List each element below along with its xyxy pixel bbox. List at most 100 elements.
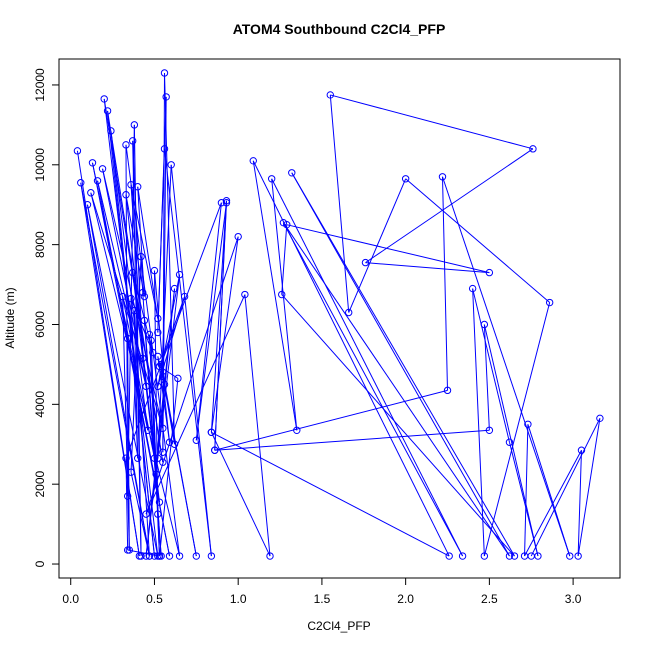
series-points	[73, 69, 604, 560]
data-point	[524, 420, 532, 428]
series-line-segment	[483, 324, 539, 557]
data-point	[443, 386, 452, 395]
data-point	[480, 552, 489, 560]
data-point	[574, 552, 582, 560]
y-tick-label: 0	[33, 560, 47, 567]
series-line-segment	[150, 340, 159, 515]
data-point	[128, 268, 137, 277]
data-point	[468, 284, 477, 293]
x-tick-label: 0.5	[146, 592, 163, 606]
series-line-segment	[330, 94, 534, 150]
data-point	[267, 175, 276, 183]
data-point	[150, 454, 159, 462]
series-line-segment	[127, 338, 160, 503]
data-point	[207, 428, 216, 436]
chart-title: ATOM4 Southbound C2Cl4_PFP	[233, 21, 446, 37]
data-point	[122, 454, 130, 462]
data-point	[155, 552, 164, 560]
data-point	[154, 454, 162, 462]
series-line-segment	[125, 202, 222, 459]
series-line-segment	[441, 176, 449, 391]
series-line-segment	[281, 294, 515, 557]
data-point	[160, 145, 169, 153]
series-line-segment	[125, 194, 145, 297]
series-line-segment	[348, 178, 407, 313]
data-point	[123, 334, 132, 343]
data-point	[345, 308, 353, 317]
series-line-segment	[286, 224, 490, 274]
data-point	[159, 448, 167, 456]
series-line-segment	[110, 130, 149, 431]
data-point	[222, 199, 231, 207]
data-point	[160, 380, 169, 389]
data-point	[326, 91, 334, 99]
data-point	[130, 306, 139, 315]
series-line-segment	[170, 164, 212, 557]
data-point	[445, 552, 453, 560]
series-line-segment	[157, 148, 166, 333]
data-point	[139, 354, 147, 363]
y-axis-label: Altitude (m)	[3, 287, 17, 348]
data-point	[480, 320, 489, 329]
data-point	[192, 436, 201, 444]
data-point	[485, 426, 494, 434]
data-point	[154, 382, 162, 391]
data-point	[134, 183, 142, 191]
data-point	[249, 157, 257, 165]
data-point	[127, 468, 135, 476]
series-line-segment	[145, 294, 246, 515]
series-line-segment	[125, 458, 129, 551]
data-point	[154, 510, 162, 518]
series-line-segment	[210, 200, 227, 433]
series-line-segment	[282, 222, 464, 557]
data-point	[159, 458, 167, 466]
series-line-segment	[214, 429, 490, 451]
series-line-segment	[159, 296, 186, 367]
data-point	[510, 552, 519, 560]
series-line-segment	[524, 450, 582, 557]
data-point	[207, 552, 216, 560]
data-point	[127, 181, 135, 189]
data-point	[566, 552, 574, 560]
data-point	[527, 552, 535, 560]
series-line-segment	[164, 148, 212, 557]
series-line-segment	[210, 236, 239, 433]
series-line-segment	[291, 172, 510, 557]
data-point	[154, 352, 162, 361]
data-point	[278, 290, 286, 299]
data-point	[180, 292, 189, 301]
data-point	[234, 232, 242, 241]
data-point	[152, 470, 160, 478]
data-point	[149, 348, 157, 357]
data-point	[505, 552, 514, 560]
data-point	[529, 145, 537, 153]
data-point	[283, 220, 291, 229]
data-point	[175, 270, 184, 279]
data-point	[123, 546, 132, 554]
series-line-segment	[577, 418, 601, 557]
data-point	[159, 424, 167, 432]
data-point	[545, 298, 554, 307]
data-point	[165, 552, 174, 560]
data-point	[438, 173, 447, 181]
series-lines	[76, 72, 601, 557]
series-line-segment	[282, 222, 510, 557]
series-line-segment	[365, 262, 490, 274]
data-point	[155, 498, 164, 506]
data-point	[100, 95, 108, 103]
data-point	[140, 292, 149, 301]
data-point	[160, 69, 169, 77]
series-line-segment	[271, 178, 298, 431]
data-point	[130, 121, 139, 129]
data-point	[103, 107, 112, 115]
series-line-segment	[405, 178, 550, 303]
series-line-segment	[483, 324, 490, 431]
series-line-segment	[130, 298, 139, 459]
series-line-segment	[127, 549, 160, 557]
series-line-segment	[157, 164, 172, 459]
data-point	[211, 446, 219, 454]
y-tick-label: 12000	[33, 68, 47, 102]
series-line-segment	[140, 256, 144, 293]
